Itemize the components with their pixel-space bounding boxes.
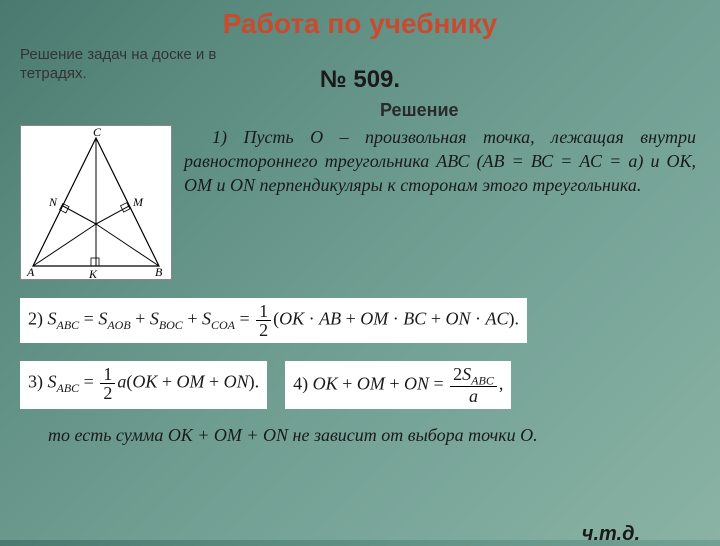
formula-3-lead: 3) (28, 371, 43, 391)
formula-2-content: 2) SABC = SAOB + SBOC + SCOA = 12(OK · A… (20, 298, 527, 343)
qed-label: ч.т.д. (582, 523, 640, 546)
triangle-svg: A B C K M N (21, 126, 171, 281)
problem-number: № 509. (20, 66, 700, 94)
formula-2: 2) SABC = SAOB + SBOC + SCOA = 12(OK · A… (20, 298, 700, 343)
label-m: M (132, 195, 144, 209)
paragraph-2: то есть сумма ОК + ОМ + ОN не зависит от… (20, 423, 700, 447)
content-row: A B C K M N 1) Пусть О – произвольная то… (20, 125, 700, 280)
label-n: N (48, 195, 58, 209)
solution-label: Решение (380, 100, 700, 121)
label-b: B (155, 265, 163, 279)
label-a: A (26, 265, 35, 279)
formula-4-lead: 4) (293, 373, 308, 393)
slide: Работа по учебнику Решение задач на доск… (0, 0, 720, 540)
paragraph-1: 1) Пусть О – произвольная точка, лежащая… (184, 125, 700, 280)
label-c: C (93, 126, 102, 139)
formula-4-content: 4) OK + OM + ON = 2SABCa, (285, 361, 511, 410)
formula-2-lead: 2) (28, 308, 43, 328)
formula-3-content: 3) SABC = 12a(OK + OM + ON). (20, 361, 267, 410)
label-k: K (88, 267, 98, 281)
page-title: Работа по учебнику (20, 8, 700, 40)
triangle-figure: A B C K M N (20, 125, 172, 280)
formula-row-34: 3) SABC = 12a(OK + OM + ON). 4) OK + OM … (20, 361, 700, 410)
